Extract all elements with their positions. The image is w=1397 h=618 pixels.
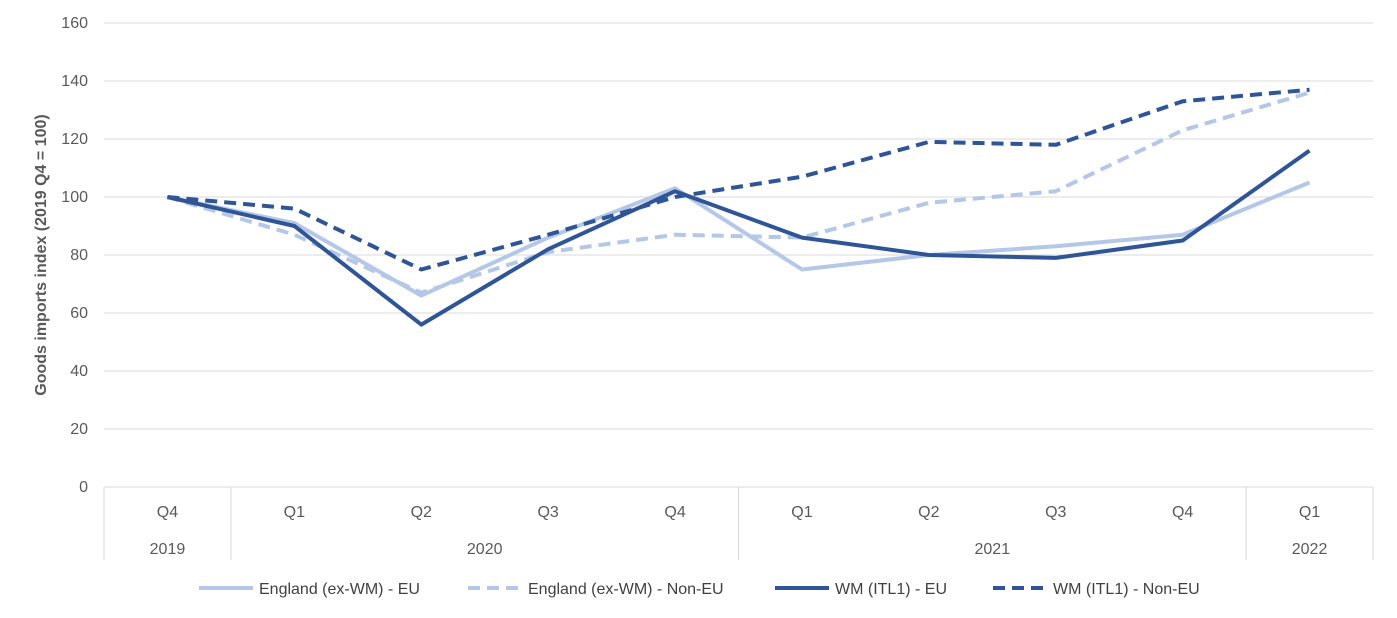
- x-year-label: 2020: [467, 541, 503, 558]
- y-axis-title: Goods imports index (2019 Q4 = 100): [33, 114, 50, 395]
- x-tick-label: Q4: [1172, 504, 1193, 521]
- x-tick-label: Q4: [157, 504, 178, 521]
- x-year-label: 2021: [975, 541, 1011, 558]
- x-tick-label: Q1: [1299, 504, 1320, 521]
- x-axis: Q4 Q1 Q2 Q3 Q4 Q1 Q2 Q3 Q4 Q1 2019 2020 2021 2022: [103, 487, 1374, 560]
- legend: England (ex-WM) - EU England (ex-WM) - No…: [199, 581, 1200, 598]
- legend-label: England (ex-WM) - EU: [259, 581, 420, 598]
- y-tick-label: 40: [70, 363, 88, 380]
- y-tick-label: 80: [70, 247, 88, 264]
- x-tick-label: Q2: [411, 504, 432, 521]
- series-line: [166, 180, 1311, 298]
- y-tick-label: 0: [79, 479, 88, 496]
- y-tick-label: 160: [61, 15, 88, 32]
- y-axis-ticks: 0 20 40 60 80 100 120 140 160: [61, 15, 88, 496]
- x-tick-label: Q3: [1045, 504, 1066, 521]
- series-lines: [166, 87, 1311, 327]
- legend-label: WM (ITL1) - EU: [835, 581, 947, 598]
- legend-label: WM (ITL1) - Non-EU: [1053, 581, 1200, 598]
- y-tick-label: 20: [70, 421, 88, 438]
- y-tick-label: 120: [61, 131, 88, 148]
- series-line: [167, 87, 1310, 272]
- x-year-label: 2022: [1292, 541, 1328, 558]
- x-tick-label: Q1: [791, 504, 812, 521]
- x-tick-label: Q1: [284, 504, 305, 521]
- x-tick-label: Q3: [537, 504, 558, 521]
- y-tick-label: 140: [61, 73, 88, 90]
- x-tick-label: Q2: [918, 504, 939, 521]
- series-line: [166, 148, 1311, 327]
- y-tick-label: 60: [70, 305, 88, 322]
- legend-label: England (ex-WM) - Non-EU: [528, 581, 724, 598]
- series-line: [166, 90, 1311, 295]
- y-tick-label: 100: [61, 189, 88, 206]
- gridlines: [104, 22, 1373, 488]
- x-tick-label: Q4: [664, 504, 685, 521]
- x-year-label: 2019: [150, 541, 186, 558]
